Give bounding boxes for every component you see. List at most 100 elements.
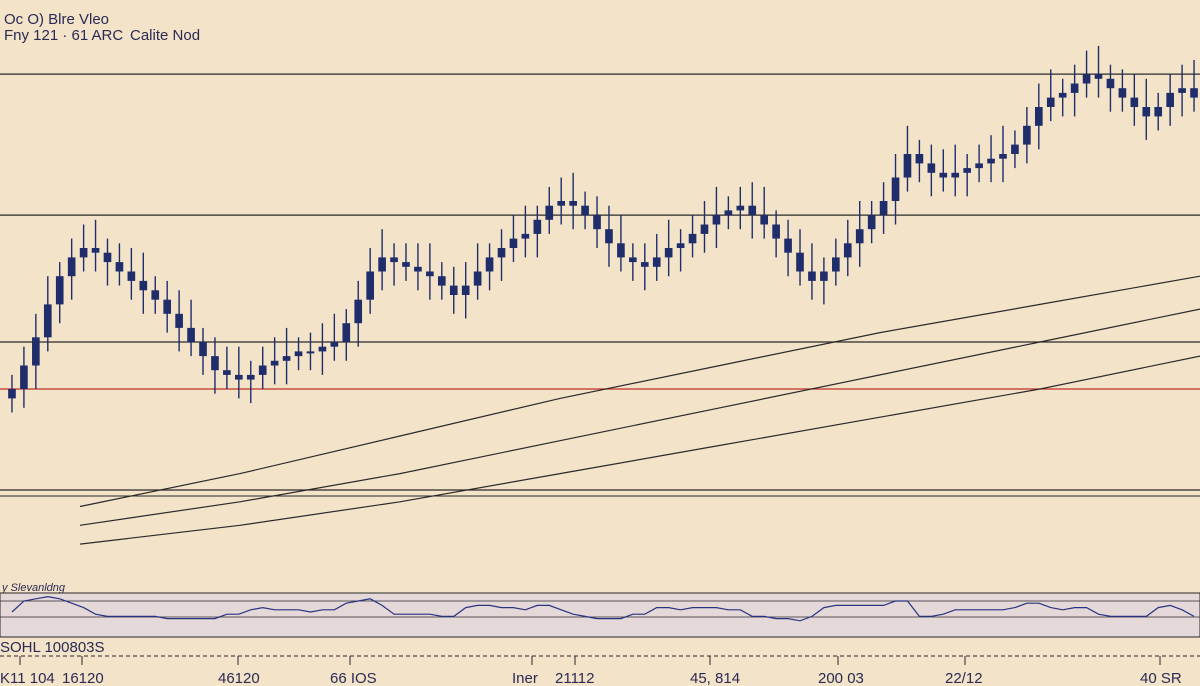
candle (796, 229, 804, 286)
indicator-label: y Slevanldng (1, 582, 66, 594)
candle-body (390, 257, 398, 263)
candle (688, 215, 697, 258)
x-tick-label: 66 IOS (330, 670, 377, 686)
header-line-1: Oc O) Blre Vleo (4, 11, 109, 28)
candle-body (879, 201, 888, 216)
candle-body (748, 205, 757, 216)
candle (426, 243, 434, 300)
candle (545, 186, 554, 234)
candle (724, 196, 733, 230)
candle (808, 243, 816, 300)
candle-body (939, 172, 948, 178)
candle (855, 201, 864, 267)
candle (32, 313, 40, 389)
candle (485, 243, 494, 291)
moving-average-2 (79, 355, 1200, 545)
candle (999, 125, 1007, 183)
candle-body (903, 154, 912, 178)
candle-body (366, 271, 374, 300)
x-tick-label: 46120 (218, 670, 260, 686)
candle (605, 205, 613, 267)
candle-body (330, 342, 339, 347)
candle-body (712, 215, 721, 225)
candle (927, 144, 936, 197)
candle-body (282, 356, 291, 361)
candle-body (855, 229, 864, 244)
candle-body (867, 215, 876, 230)
candle-body (688, 233, 697, 244)
header-line-2-right: Calite Nod (130, 27, 200, 44)
candle-body (485, 257, 494, 272)
candle-body (1106, 78, 1115, 89)
candle-body (294, 351, 303, 357)
candle-body (55, 276, 64, 305)
candle (330, 313, 339, 361)
candle (103, 238, 112, 286)
candle-body (533, 219, 542, 234)
candle-body (664, 248, 673, 258)
candle-body (652, 257, 661, 267)
candle (1154, 92, 1163, 131)
x-tick-label: 200 03 (818, 670, 864, 686)
candle-body (235, 374, 243, 380)
candle (879, 182, 888, 234)
candle (784, 219, 792, 277)
candle-body (246, 374, 255, 380)
candle (402, 243, 410, 281)
candle-body (640, 262, 649, 267)
candle-body (724, 210, 733, 216)
candle-body (1154, 107, 1163, 117)
candle-body (1178, 88, 1186, 93)
x-tick-label: 22/12 (945, 670, 983, 686)
candle (509, 215, 518, 263)
moving-average-lines (79, 275, 1200, 545)
candle (163, 280, 172, 333)
x-tick-label: 16120 (62, 670, 104, 686)
candle-body (1118, 88, 1127, 98)
candle-body (103, 252, 112, 263)
candle-body (79, 248, 88, 258)
candle (1011, 130, 1019, 169)
candle-body (175, 313, 183, 328)
candle (951, 144, 960, 197)
candle-body (843, 243, 852, 258)
x-tick-label: 21112 (555, 670, 595, 686)
candle-body (402, 262, 410, 267)
candle-body (629, 257, 637, 263)
candle-body (999, 154, 1007, 159)
candle-body (1046, 97, 1055, 107)
candle (712, 186, 721, 248)
candle-body (1023, 125, 1031, 145)
candle (1106, 64, 1115, 112)
candle-body (199, 342, 207, 357)
candle (390, 243, 398, 286)
candle-body (20, 365, 28, 389)
candle (1118, 69, 1127, 112)
candle-body (8, 389, 16, 399)
candle-body (449, 285, 458, 295)
candle (1046, 69, 1055, 122)
candle (1166, 74, 1174, 126)
candle (282, 327, 291, 385)
candle (175, 290, 183, 352)
candle-body (1094, 74, 1103, 79)
candle-body (951, 172, 960, 178)
candle-body (676, 243, 685, 248)
candle-body (1166, 92, 1174, 107)
candle (1058, 78, 1067, 117)
candle-body (808, 271, 816, 281)
candle-body (151, 290, 160, 300)
candle (652, 233, 661, 281)
candle (1082, 50, 1091, 98)
indicator-line (11, 595, 1195, 622)
candle (987, 135, 995, 183)
candle (318, 323, 327, 375)
candle-body (963, 168, 971, 173)
candle-body (1190, 88, 1198, 98)
candle (187, 299, 195, 357)
candle-body (139, 280, 148, 291)
candle (1130, 74, 1139, 126)
candle-body (545, 205, 554, 220)
indicator-panel (0, 592, 1200, 657)
candle-body (306, 351, 315, 354)
